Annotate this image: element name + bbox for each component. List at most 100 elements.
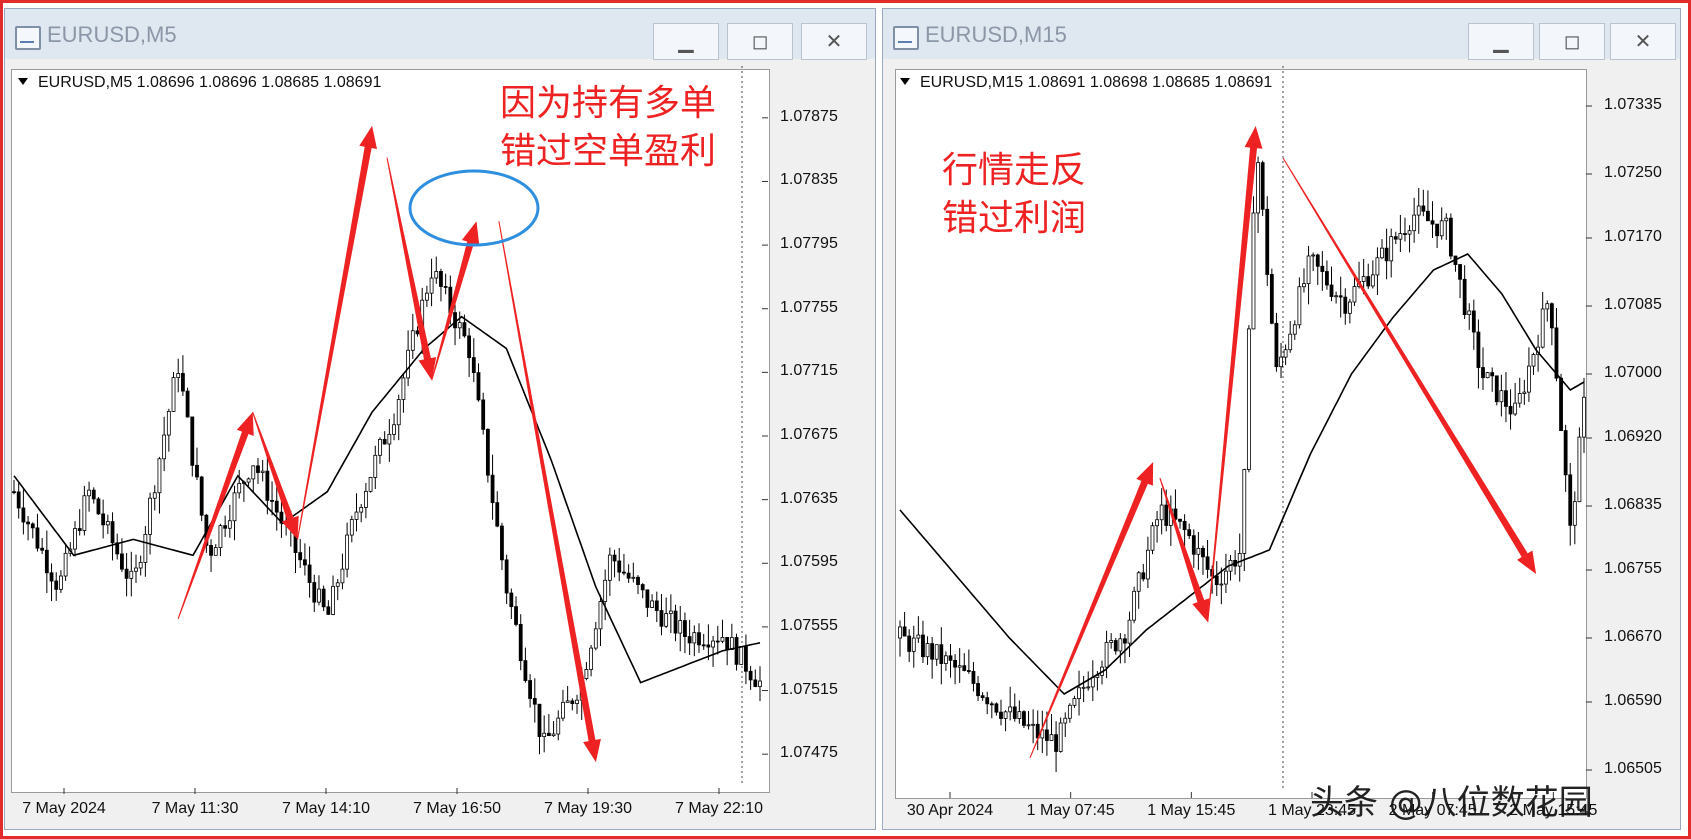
candle-body — [518, 624, 523, 662]
y-tick-label: 1.07250 — [1604, 164, 1662, 181]
close-button[interactable]: ✕ — [801, 23, 867, 60]
candle-body — [396, 399, 401, 426]
candle-body — [429, 277, 434, 294]
candle-body — [725, 637, 730, 650]
y-tick-label: 1.06755 — [1604, 560, 1662, 577]
plot-area-m15[interactable] — [895, 69, 1587, 799]
annotation-m5: 因为持有多单 错过空单盈利 — [500, 80, 716, 176]
candle-body — [1320, 265, 1325, 272]
minimize-button[interactable]: ▁ — [653, 23, 719, 60]
candle-body — [1104, 642, 1109, 668]
candle-body — [948, 655, 953, 661]
candle-body — [668, 610, 673, 614]
maximize-button[interactable]: ◻ — [1539, 23, 1605, 60]
candle-body — [734, 637, 739, 665]
x-tick-label: 7 May 2024 — [22, 800, 106, 817]
x-tick-label: 7 May 11:30 — [151, 800, 239, 817]
candle-body — [349, 519, 354, 536]
x-tick-label: 7 May 16:50 — [412, 800, 502, 817]
candle-body — [387, 433, 392, 445]
candle-body — [1058, 722, 1063, 752]
candle-body — [110, 521, 115, 544]
candle-body — [711, 640, 715, 648]
ohlc-text-m5: EURUSD,M5 1.08696 1.08696 1.08685 1.0869… — [38, 74, 382, 91]
candle-body — [77, 528, 82, 531]
candle-body — [30, 523, 35, 529]
titlebar-m15[interactable]: EURUSD,M15 ▁ ◻ ✕ — [883, 9, 1680, 60]
candle-body — [345, 534, 350, 570]
candle-body — [1403, 233, 1407, 235]
candle-body — [195, 464, 199, 478]
candle-body — [1458, 264, 1462, 280]
candle-body — [542, 732, 547, 737]
candle-body — [1531, 354, 1536, 367]
candle-body — [406, 349, 411, 379]
trend-arrow — [297, 125, 377, 540]
candle-body — [989, 703, 994, 706]
trend-arrow — [386, 157, 437, 381]
candle-body — [1003, 711, 1008, 719]
annotation-line: 错过利润 — [942, 198, 1087, 239]
candle-body — [218, 525, 223, 549]
candle-body — [1178, 518, 1182, 522]
trend-arrow — [1159, 477, 1210, 622]
candle-body — [556, 717, 561, 735]
candle-body — [467, 335, 472, 358]
chart-window-m15[interactable]: EURUSD,M15 ▁ ◻ ✕ — [882, 8, 1681, 830]
chart-window-m5[interactable]: EURUSD,M5 ▁ ◻ ✕ — [4, 8, 876, 830]
candle-body — [1467, 310, 1472, 316]
candle-body — [753, 679, 758, 687]
candle-body — [1426, 210, 1430, 222]
candle-body — [1563, 430, 1568, 476]
candle-body — [1297, 286, 1302, 326]
candle-body — [659, 610, 664, 627]
dropdown-triangle-icon[interactable] — [18, 78, 28, 85]
candle-body — [227, 520, 232, 529]
x-tick-label: 2 May 15:45 — [1509, 802, 1598, 819]
candle-body — [584, 669, 589, 679]
candle-body — [645, 589, 650, 608]
plot-area-m5[interactable] — [11, 69, 770, 793]
candle-body — [911, 637, 916, 652]
candle-body — [199, 476, 204, 516]
candle-body — [363, 490, 368, 508]
candle-body — [1067, 704, 1072, 719]
candle-body — [1205, 556, 1210, 570]
y-tick-label: 1.07335 — [1604, 96, 1662, 113]
candle-body — [331, 585, 335, 615]
candle-body — [523, 660, 528, 681]
dropdown-triangle-icon[interactable] — [900, 78, 910, 85]
titlebar-m5[interactable]: EURUSD,M5 ▁ ◻ ✕ — [5, 9, 875, 60]
minimize-button[interactable]: ▁ — [1468, 23, 1534, 60]
y-tick-label: 1.06670 — [1604, 628, 1662, 645]
trend-arrow — [252, 412, 299, 540]
candle-body — [1545, 303, 1550, 310]
candle-body — [729, 637, 734, 650]
candle-body — [654, 600, 659, 611]
candle-body — [1375, 257, 1380, 276]
candle-body — [410, 330, 415, 351]
candle-body — [1256, 162, 1260, 214]
trend-arrow — [1282, 157, 1537, 574]
candle-body — [1522, 391, 1527, 394]
candle-body — [49, 572, 54, 582]
candle-body — [944, 655, 948, 664]
maximize-button[interactable]: ◻ — [727, 23, 793, 60]
close-button[interactable]: ✕ — [1610, 23, 1676, 60]
candle-body — [63, 552, 68, 577]
y-tick-label: 1.07595 — [780, 553, 838, 571]
annotation-line: 行情走反 — [942, 150, 1087, 191]
candle-body — [1366, 276, 1371, 287]
candle-body — [434, 271, 439, 279]
candle-body — [678, 620, 683, 634]
candle-body — [213, 547, 218, 556]
candle-body — [321, 588, 326, 608]
candle-body — [1407, 230, 1412, 235]
candle-body — [101, 513, 106, 526]
candle-body — [1306, 255, 1311, 285]
candle-body — [373, 454, 378, 478]
candle-body — [1471, 310, 1476, 333]
candle-body — [138, 561, 143, 569]
candle-body — [546, 732, 551, 737]
candle-body — [1393, 236, 1398, 240]
